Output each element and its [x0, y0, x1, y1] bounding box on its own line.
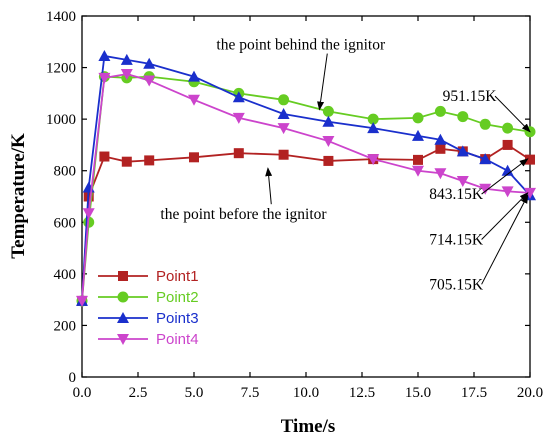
- data-point: [456, 176, 469, 188]
- data-point: [367, 154, 380, 166]
- data-point: [525, 154, 535, 165]
- data-point: [323, 155, 334, 166]
- data-point: [367, 122, 380, 134]
- x-tick-label: 7.5: [241, 385, 260, 401]
- data-point: [524, 187, 536, 199]
- data-point: [232, 91, 245, 103]
- annotation-arrow: [494, 95, 531, 133]
- data-point: [412, 112, 424, 124]
- data-point: [121, 156, 132, 167]
- axes-group: 0.0 2.5 5.0 7.5 10.0 12.5 15.0 17.5 20.0 0 200 400 6…: [46, 9, 543, 401]
- legend-label: Point3: [156, 310, 199, 327]
- x-tick-label: 5.0: [185, 385, 204, 401]
- data-point: [502, 122, 514, 134]
- data-point: [479, 153, 492, 165]
- data-point: [98, 49, 111, 61]
- series-line-point4: [81, 73, 531, 302]
- x-axis-title: Time/s: [281, 416, 336, 437]
- data-point: [144, 155, 155, 166]
- legend-label: Point1: [156, 268, 199, 285]
- x-tick-label: 12.5: [349, 385, 375, 401]
- x-tick-label: 10.0: [293, 385, 319, 401]
- data-point: [434, 133, 447, 145]
- data-point: [457, 111, 469, 123]
- data-point: [120, 69, 133, 81]
- data-point: [412, 165, 424, 177]
- y-tick-label: 0: [69, 370, 77, 386]
- data-point: [434, 168, 447, 180]
- data-point: [413, 154, 423, 165]
- data-point: [189, 152, 199, 163]
- y-tick-label: 1000: [46, 112, 76, 128]
- data-point: [143, 75, 156, 87]
- data-point: [501, 164, 514, 176]
- legend-marker-point3: [117, 312, 129, 323]
- data-point: [143, 57, 156, 69]
- y-tick-label: 200: [54, 318, 77, 334]
- data-point: [435, 143, 446, 154]
- legend-marker-point1: [118, 271, 128, 281]
- data-point: [188, 70, 200, 82]
- y-tick-label: 1400: [46, 9, 76, 25]
- y-tick-label: 800: [54, 164, 77, 180]
- x-tick-label: 15.0: [405, 385, 431, 401]
- annotation-arrow: [317, 53, 328, 111]
- data-point: [98, 72, 111, 84]
- data-point: [322, 105, 334, 117]
- annotation-arrow: [481, 158, 529, 195]
- y-axis-title: Temperature/K: [8, 133, 29, 259]
- annotation-label: 705.15K: [429, 276, 484, 293]
- annotation-label: 843.15K: [429, 186, 484, 203]
- legend-label: Point2: [156, 289, 199, 306]
- legend: Point1 Point2 Point3 Point4: [98, 268, 199, 348]
- data-point: [188, 94, 200, 106]
- y-tick-label: 1200: [46, 61, 76, 77]
- data-point: [502, 139, 513, 150]
- x-tick-label: 2.5: [129, 385, 148, 401]
- series-line-point3: [81, 54, 531, 301]
- data-point: [479, 118, 491, 130]
- legend-label: Point4: [156, 331, 199, 348]
- data-point: [278, 94, 290, 106]
- x-tick-label: 20.0: [517, 385, 543, 401]
- data-point: [412, 129, 424, 141]
- legend-marker-point4: [117, 334, 129, 345]
- annotation-label: 951.15K: [443, 88, 498, 105]
- data-point: [322, 136, 335, 148]
- legend-marker-point2: [117, 291, 129, 303]
- annotation-label: the point behind the ignitor: [216, 37, 386, 54]
- data-point: [322, 115, 335, 127]
- data-point: [434, 105, 446, 117]
- data-point: [99, 151, 110, 162]
- annotation-arrow: [481, 192, 529, 240]
- x-tick-label: 17.5: [461, 385, 487, 401]
- series-group: [76, 49, 536, 307]
- annotation-arrow: [481, 194, 529, 285]
- data-point: [82, 208, 95, 220]
- data-point: [76, 295, 88, 307]
- y-tick-label: 400: [54, 267, 77, 283]
- data-point: [501, 186, 514, 198]
- data-point: [278, 149, 289, 160]
- data-point: [479, 183, 492, 195]
- x-tick-label: 0.0: [73, 385, 92, 401]
- data-point: [277, 107, 290, 119]
- data-point: [456, 145, 469, 157]
- data-point: [277, 123, 290, 135]
- annotation-arrow: [265, 167, 273, 205]
- data-point: [232, 112, 245, 124]
- annotation-label: the point before the ignitor: [160, 206, 327, 223]
- annotation-label: 714.15K: [429, 231, 484, 248]
- annotations-group: the point behind the ignitor the point be…: [160, 37, 531, 293]
- y-tick-label: 600: [54, 215, 77, 231]
- data-point: [367, 113, 379, 125]
- data-point: [120, 53, 133, 65]
- series-line-point2: [81, 75, 531, 302]
- data-point: [233, 148, 244, 159]
